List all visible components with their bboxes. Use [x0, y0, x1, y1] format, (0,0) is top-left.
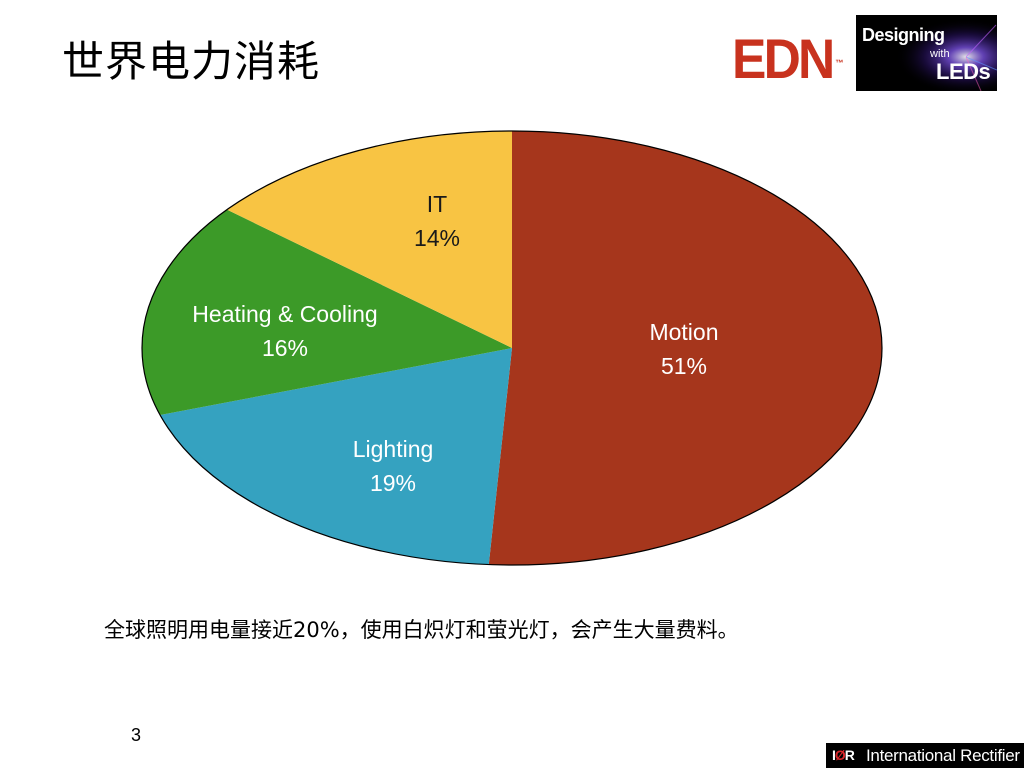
logo-text-with: with — [930, 48, 950, 60]
slice-value-lighting: 19% — [370, 470, 416, 496]
slice-label-motion: Motion — [649, 319, 718, 345]
pie-slice-heating-cooling — [142, 209, 512, 416]
edn-logo: EDN ™ — [732, 31, 844, 87]
slice-label-lighting: Lighting — [353, 436, 434, 462]
slice-value-heating-cooling: 16% — [262, 335, 308, 361]
pie-outline — [141, 130, 883, 566]
pie-slice-lighting — [160, 348, 513, 565]
slice-label-it: IT — [427, 191, 447, 217]
led-glow-graphic — [856, 15, 997, 91]
logo-text-leds: LEDs — [936, 59, 991, 84]
slice-label-heating-cooling: Heating & Cooling — [192, 301, 377, 327]
pie-slice-it — [226, 131, 512, 348]
logo-text-designing: Designing — [862, 25, 945, 45]
page-number: 3 — [131, 725, 142, 745]
slide-caption: 全球照明用电量接近20%，使用白炽灯和萤光灯，会产生大量费料。 — [104, 618, 739, 642]
ir-logo-mark: IØR — [832, 747, 855, 763]
trademark-mark: ™ — [835, 58, 844, 68]
designing-with-leds-logo: Designing with LEDs — [856, 15, 997, 91]
ir-logo-name: International Rectifier — [866, 746, 1020, 765]
international-rectifier-logo: IØR International Rectifier — [826, 743, 1024, 768]
slide-title: 世界电力消耗 — [62, 37, 321, 86]
edn-logo-text: EDN — [732, 27, 835, 90]
slice-value-it: 14% — [414, 225, 460, 251]
pie-slice-motion — [488, 131, 883, 565]
power-consumption-pie-chart: Motion 51% Lighting 19% Heating & Cooling 16%… — [141, 130, 883, 566]
slice-value-motion: 51% — [661, 353, 707, 379]
